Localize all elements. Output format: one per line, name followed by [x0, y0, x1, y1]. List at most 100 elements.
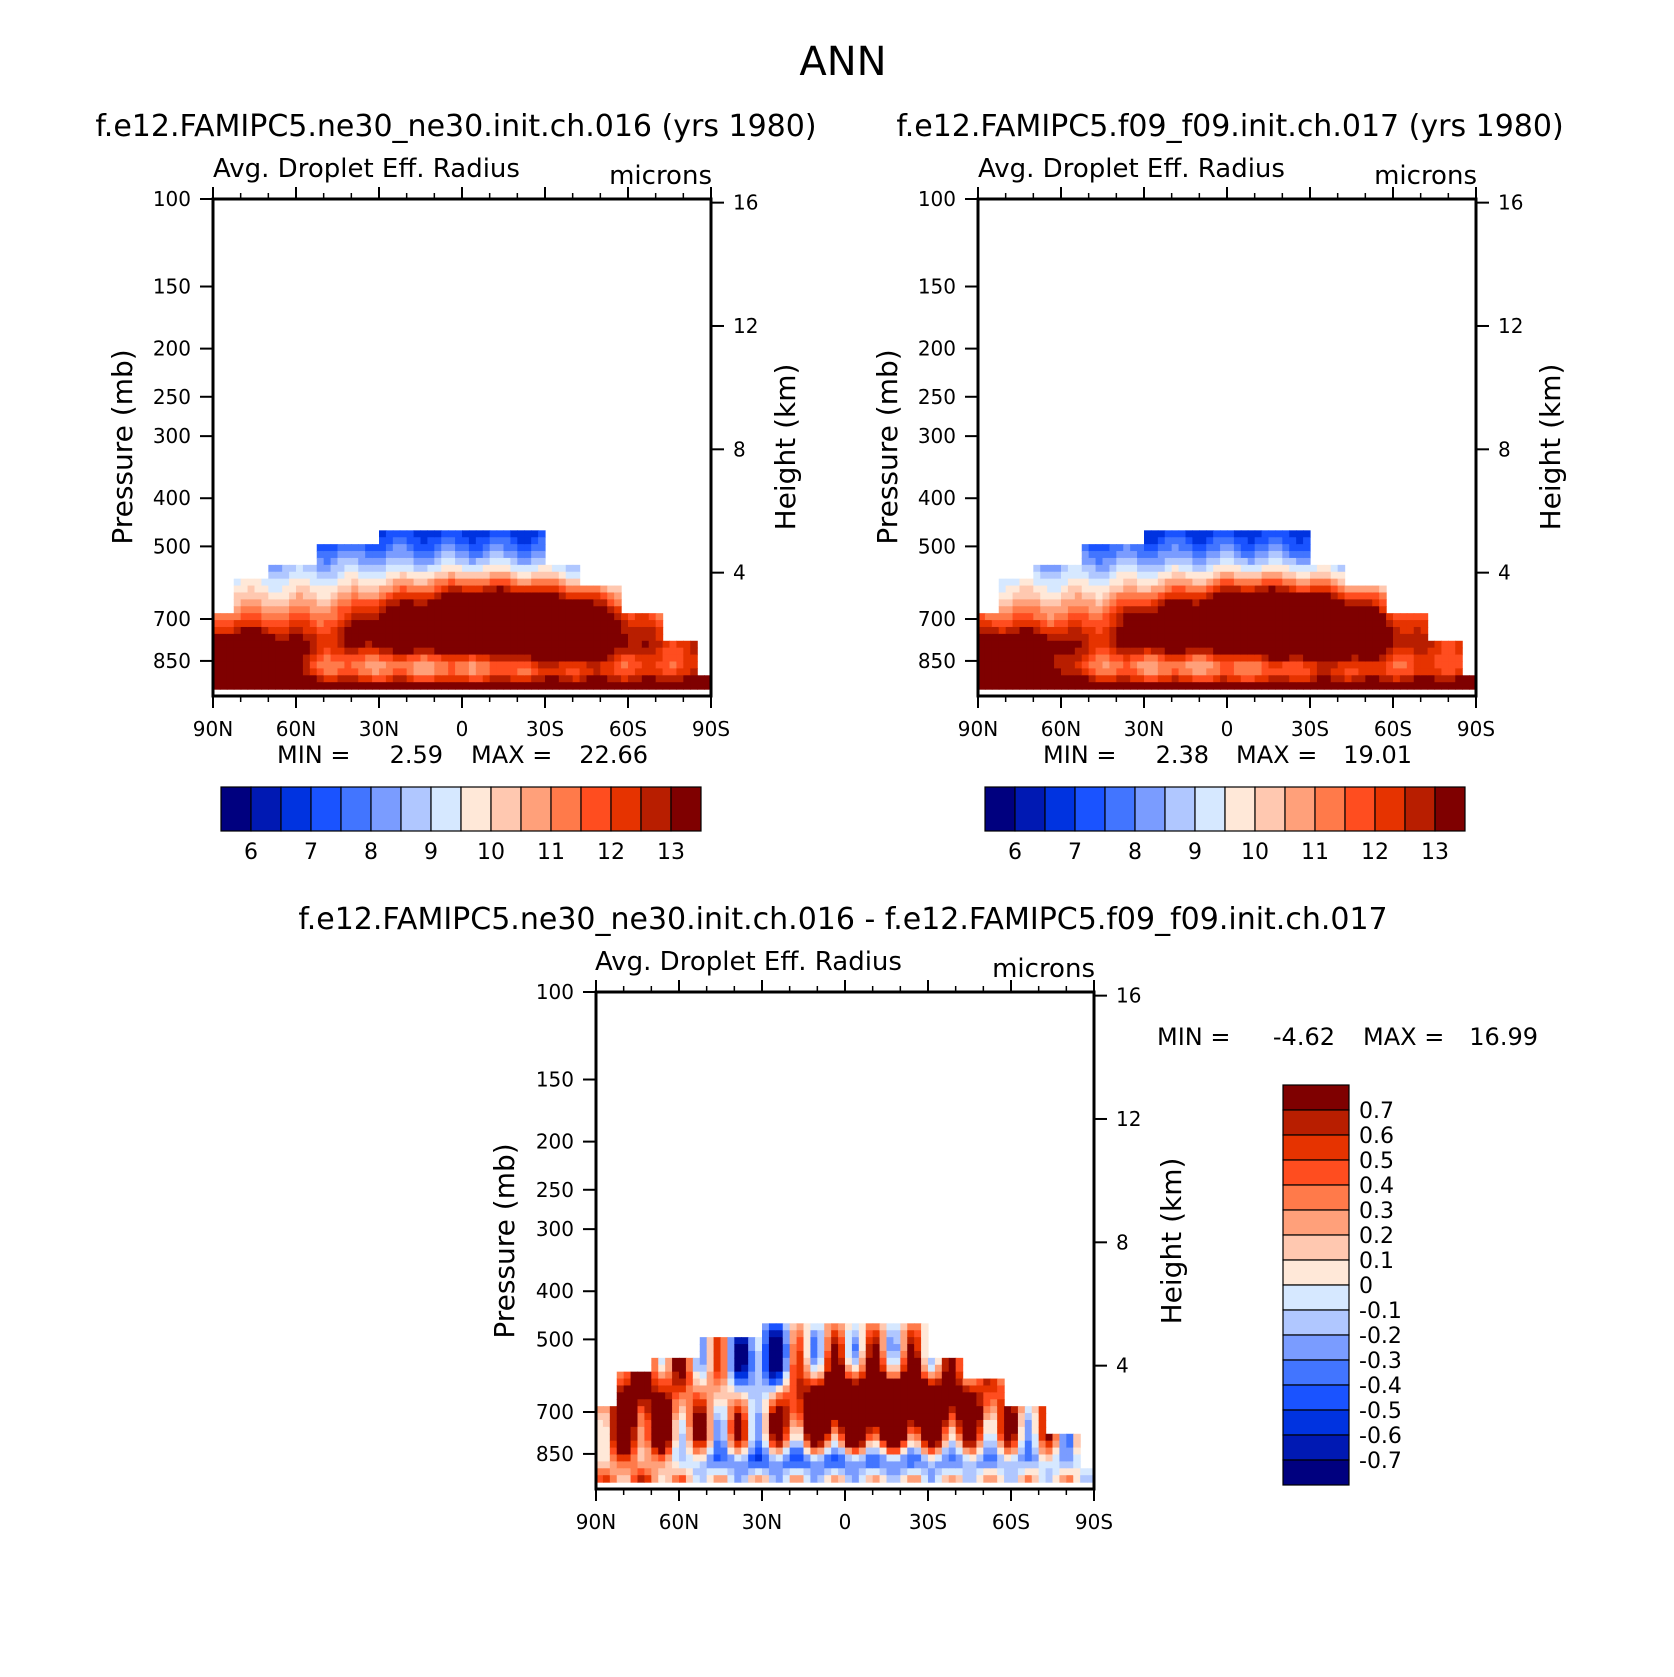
field-cell [803, 1323, 812, 1331]
field-cell [379, 640, 387, 649]
y2tick-label: 16 [1116, 984, 1141, 1008]
field-cell [475, 647, 484, 656]
field-cell [1137, 551, 1145, 559]
field-cell [213, 682, 221, 690]
panel3-max-value: 16.99 [1469, 1023, 1538, 1051]
field-cell [1289, 557, 1297, 566]
field-cell [420, 557, 429, 566]
field-cell [1227, 551, 1235, 559]
field-cell [475, 682, 484, 690]
field-cell [614, 606, 622, 614]
field-cell [475, 585, 484, 594]
field-cell [658, 1447, 666, 1456]
field-cell [434, 613, 442, 621]
field-cell [782, 1323, 791, 1331]
field-cell [600, 599, 608, 607]
field-cell [1137, 571, 1145, 580]
field-cell [427, 675, 435, 683]
field-cell [330, 633, 339, 642]
field-cell [399, 578, 408, 587]
field-cell [978, 682, 986, 690]
field-cell [323, 564, 332, 573]
field-cell [1150, 544, 1159, 552]
field-cell [455, 571, 463, 580]
field-cell [665, 1468, 673, 1476]
field-cell [1116, 571, 1124, 580]
field-cell [1178, 571, 1187, 580]
field-cell [268, 661, 276, 669]
field-cell [810, 1447, 818, 1456]
field-cell [1420, 654, 1429, 663]
field-cell [699, 1419, 708, 1428]
field-cell [392, 599, 401, 607]
field-cell [565, 585, 574, 594]
field-cell [607, 626, 615, 635]
field-cell [1379, 613, 1387, 621]
field-cell [1123, 557, 1131, 566]
field-cell [990, 1385, 998, 1393]
field-cell [755, 1475, 763, 1483]
field-cell [672, 1461, 680, 1469]
field-cell [482, 661, 491, 669]
field-cell [955, 1433, 964, 1442]
field-cell [289, 654, 297, 663]
field-cell [810, 1392, 818, 1400]
field-cell [886, 1475, 895, 1483]
field-cell [616, 1399, 625, 1407]
field-cell [1337, 578, 1346, 587]
xtick-label: 90S [692, 717, 730, 741]
field-cell [1081, 613, 1090, 621]
field-cell [914, 1406, 922, 1414]
field-cell [768, 1447, 777, 1456]
field-cell [240, 633, 249, 642]
field-cell [879, 1454, 888, 1462]
field-cell [372, 668, 380, 676]
field-cell [676, 668, 684, 676]
field-cell [1157, 682, 1166, 690]
field-cell [1220, 633, 1228, 642]
field-cell [1102, 633, 1111, 642]
field-cell [600, 585, 608, 594]
field-cell [1185, 675, 1194, 683]
field-cell [254, 606, 263, 614]
field-cell [679, 1406, 687, 1414]
field-cell [392, 620, 401, 628]
field-cell [1102, 626, 1111, 635]
field-cell [1137, 585, 1145, 594]
field-cell [1296, 578, 1304, 587]
field-cell [1254, 564, 1263, 573]
field-cell [538, 640, 546, 649]
field-cell [775, 1426, 784, 1435]
field-cell [1379, 633, 1387, 642]
field-cell [545, 592, 553, 600]
field-cell [1296, 654, 1304, 663]
field-cell [385, 668, 394, 676]
field-cell [344, 585, 352, 594]
field-cell [713, 1406, 722, 1414]
y2tick-label: 16 [733, 191, 758, 215]
field-cell [734, 1475, 742, 1483]
field-cell [851, 1385, 860, 1393]
field-cell [665, 1413, 673, 1421]
field-cell [517, 551, 525, 559]
field-cell [838, 1413, 846, 1421]
field-cell [893, 1413, 901, 1421]
field-cell [762, 1406, 770, 1414]
field-cell [351, 668, 359, 676]
field-cell [914, 1330, 922, 1338]
field-cell [845, 1461, 853, 1469]
field-cell [1233, 620, 1242, 628]
field-cell [893, 1419, 901, 1428]
field-cell [275, 620, 283, 628]
field-cell [1413, 640, 1422, 649]
field-cell [1054, 571, 1062, 580]
field-cell [697, 675, 705, 683]
field-cell [406, 661, 415, 669]
field-cell [665, 1419, 673, 1428]
field-cell [503, 675, 512, 683]
field-cell [1109, 647, 1117, 656]
field-cell [775, 1454, 784, 1462]
field-cell [697, 682, 705, 690]
field-cell [1199, 682, 1207, 690]
field-cell [434, 585, 442, 594]
